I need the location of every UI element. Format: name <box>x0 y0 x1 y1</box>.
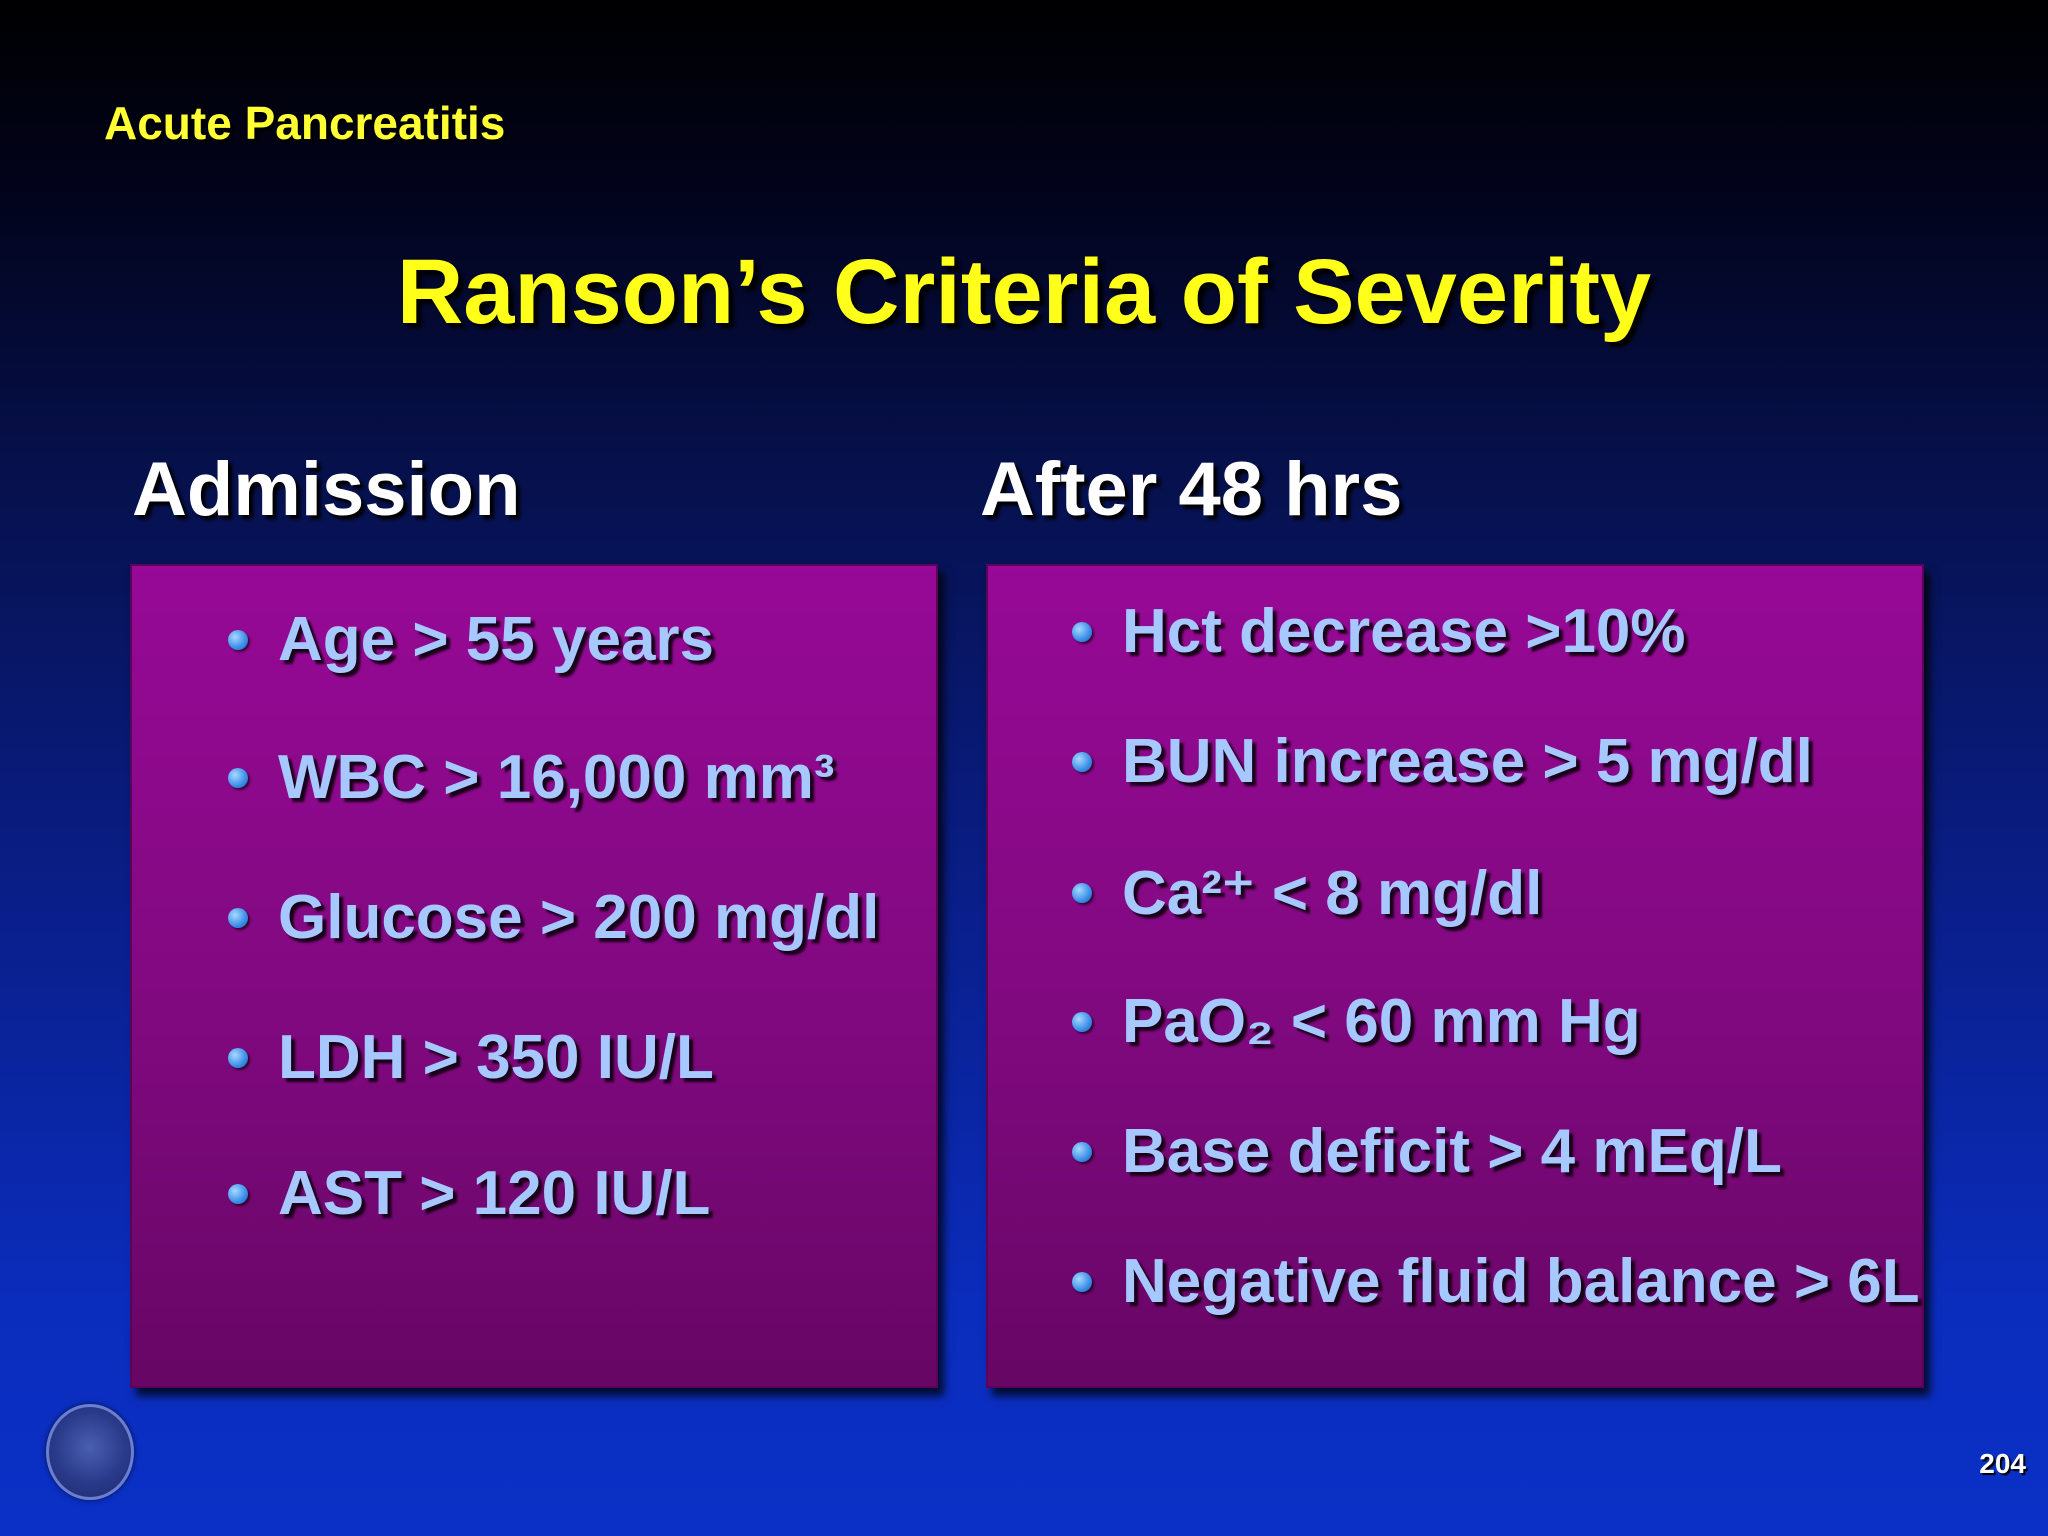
criterion-text: AST > 120 IU/L <box>278 1159 711 1228</box>
criterion-text: Age > 55 years <box>278 605 715 674</box>
list-item: Base deficit > 4 mEq/L <box>1072 1116 1782 1187</box>
criterion-text: Glucose > 200 mg/dl <box>278 883 880 952</box>
bullet-icon <box>1072 1141 1092 1162</box>
slide-number: 204 <box>1979 1448 2026 1479</box>
bullet-icon <box>228 1183 248 1204</box>
list-item: Glucose > 200 mg/dl <box>228 882 879 953</box>
criterion-text: Negative fluid balance > 6L <box>1122 1247 1920 1316</box>
section-label: Acute Pancreatitis <box>104 97 506 149</box>
bullet-icon <box>1072 1271 1092 1292</box>
criterion-text: LDH > 350 IU/L <box>278 1023 714 1092</box>
criterion-text: Ca²⁺ < 8 mg/dl <box>1122 859 1543 928</box>
list-item: Ca²⁺ < 8 mg/dl <box>1072 856 1542 929</box>
list-item: Hct decrease >10% <box>1072 596 1686 667</box>
bullet-icon <box>1072 1011 1092 1032</box>
bullet-icon <box>1072 751 1092 772</box>
bullet-icon <box>1072 621 1092 642</box>
criterion-text: Hct decrease >10% <box>1122 597 1686 666</box>
list-item: AST > 120 IU/L <box>228 1158 710 1229</box>
bullet-icon <box>228 629 248 650</box>
list-item: Negative fluid balance > 6L <box>1072 1246 1920 1317</box>
list-item: WBC > 16,000 mm³ <box>228 742 835 813</box>
admission-criteria-box: Age > 55 years WBC > 16,000 mm³ Glucose … <box>130 564 938 1388</box>
list-item: Age > 55 years <box>228 604 714 675</box>
bullet-icon <box>228 767 248 788</box>
bullet-icon <box>228 1047 248 1068</box>
institution-seal-icon <box>46 1404 134 1500</box>
criterion-text: BUN increase > 5 mg/dl <box>1122 727 1813 796</box>
slide-title: Ranson’s Criteria of Severity <box>396 241 1652 343</box>
criterion-text: WBC > 16,000 mm³ <box>278 743 835 812</box>
list-item: PaO₂ < 60 mm Hg <box>1072 986 1641 1057</box>
bullet-icon <box>1072 882 1092 903</box>
list-item: LDH > 350 IU/L <box>228 1022 714 1093</box>
criterion-text: PaO₂ < 60 mm Hg <box>1122 987 1641 1056</box>
after-48-hrs-heading: After 48 hrs <box>980 447 1403 532</box>
after-48-hrs-criteria-box: Hct decrease >10% BUN increase > 5 mg/dl… <box>986 564 1924 1388</box>
bullet-icon <box>228 907 248 928</box>
criterion-text: Base deficit > 4 mEq/L <box>1122 1117 1782 1186</box>
admission-heading: Admission <box>132 447 521 532</box>
list-item: BUN increase > 5 mg/dl <box>1072 726 1813 797</box>
